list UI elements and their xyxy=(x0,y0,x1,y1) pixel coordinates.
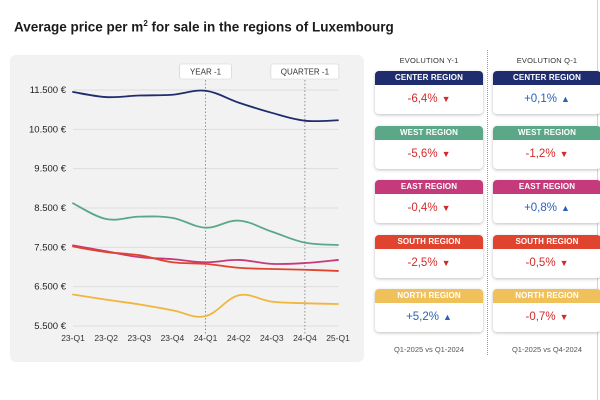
chart-title: Average price per m2 for sale in the reg… xyxy=(14,19,394,35)
region-card-value: -2,5% ▼ xyxy=(375,249,483,278)
evolution-q1-heading: EVOLUTION Q-1 xyxy=(516,56,578,65)
triangle-down-icon: ▼ xyxy=(559,312,569,322)
y-tick-label: 7.500 € xyxy=(34,242,66,253)
region-card-header: NORTH REGION xyxy=(493,289,600,303)
x-tick-label: 23-Q4 xyxy=(161,333,185,343)
annotation-box xyxy=(270,63,340,80)
region-card: SOUTH REGION -0,5% ▼ xyxy=(493,234,600,278)
change-percent: -0,5% xyxy=(525,256,556,269)
x-tick-label: 24-Q1 xyxy=(194,333,218,343)
region-card-value: -5,6% ▼ xyxy=(375,140,483,169)
series-line-3 xyxy=(72,245,339,272)
x-tick-label: 24-Q4 xyxy=(293,333,317,343)
region-card-value: -1,2% ▼ xyxy=(493,140,600,169)
series-line-4 xyxy=(72,293,339,318)
x-tick-label: 25-Q1 xyxy=(326,333,350,343)
evolution-y1-heading: EVOLUTION Y-1 xyxy=(399,56,459,65)
x-tick-label: 24-Q2 xyxy=(227,333,251,343)
region-card-value: -0,4% ▼ xyxy=(375,194,483,223)
region-card-header: CENTER REGION xyxy=(493,71,600,85)
y-tick-label: 11.500 € xyxy=(30,85,67,96)
x-tick-label: 24-Q3 xyxy=(260,333,284,343)
evolution-y1-footer: Q1-2025 vs Q1-2024 xyxy=(393,345,465,354)
change-percent: +5,2% xyxy=(406,311,439,323)
region-card: SOUTH REGION -2,5% ▼ xyxy=(375,234,483,278)
region-card: EAST REGION +0,8% ▲ xyxy=(493,180,600,223)
change-percent: -1,2% xyxy=(525,147,556,160)
annotation-label: YEAR -1 xyxy=(190,68,222,77)
series-line-0 xyxy=(72,89,339,123)
region-card-header: WEST REGION xyxy=(493,125,600,140)
region-card-header: CENTER REGION xyxy=(375,71,483,85)
region-card: CENTER REGION +0,1% ▲ xyxy=(493,71,600,114)
change-percent: -0,7% xyxy=(525,311,556,323)
triangle-up-icon: ▲ xyxy=(443,312,452,322)
triangle-down-icon: ▼ xyxy=(559,148,569,159)
x-tick-label: 23-Q2 xyxy=(94,333,118,343)
triangle-down-icon: ▼ xyxy=(441,94,451,104)
column-divider xyxy=(487,50,488,355)
triangle-up-icon: ▲ xyxy=(561,94,570,104)
triangle-down-icon: ▼ xyxy=(441,203,451,213)
evolution-q1-footer: Q1-2025 vs Q4-2024 xyxy=(511,345,583,354)
change-percent: -2,5% xyxy=(407,256,438,269)
triangle-down-icon: ▼ xyxy=(441,257,451,268)
triangle-down-icon: ▼ xyxy=(441,148,451,159)
region-card: NORTH REGION +5,2% ▲ xyxy=(375,289,483,332)
region-card-value: +0,8% ▲ xyxy=(493,194,600,223)
region-card-value: +0,1% ▲ xyxy=(493,85,600,114)
region-card-header: EAST REGION xyxy=(375,180,483,194)
change-percent: -5,6% xyxy=(407,147,438,160)
triangle-up-icon: ▲ xyxy=(561,203,570,213)
y-tick-label: 5.500 € xyxy=(34,321,66,332)
chart-panel xyxy=(10,55,364,362)
line-chart: 11.500 € 10.500 € 9.500 € 8.500 € 7.500 € 6.5… xyxy=(29,63,350,343)
region-card-header: NORTH REGION xyxy=(375,289,483,303)
region-card-header: SOUTH REGION xyxy=(493,234,600,249)
change-percent: -6,4% xyxy=(407,93,438,105)
annotation-box xyxy=(179,63,232,80)
region-card: CENTER REGION -6,4% ▼ xyxy=(375,71,483,114)
region-card-value: +5,2% ▲ xyxy=(375,303,483,332)
y-tick-label: 9.500 € xyxy=(34,164,66,175)
region-card: WEST REGION -1,2% ▼ xyxy=(493,125,600,169)
y-tick-label: 10.500 € xyxy=(29,124,67,135)
region-card-header: WEST REGION xyxy=(375,125,483,140)
region-card-value: -0,5% ▼ xyxy=(493,249,600,278)
region-card-header: SOUTH REGION xyxy=(375,234,483,249)
region-card-header: EAST REGION xyxy=(493,180,600,194)
y-tick-label: 8.500 € xyxy=(34,203,66,214)
series-line-1 xyxy=(72,202,339,246)
region-card: EAST REGION -0,4% ▼ xyxy=(375,180,483,223)
region-card-value: -6,4% ▼ xyxy=(375,85,483,114)
change-percent: -0,4% xyxy=(407,202,438,214)
change-percent: +0,8% xyxy=(524,202,557,214)
region-card-value: -0,7% ▼ xyxy=(493,303,600,332)
triangle-down-icon: ▼ xyxy=(559,257,569,268)
change-percent: +0,1% xyxy=(524,93,557,105)
x-tick-label: 23-Q3 xyxy=(127,333,151,343)
x-tick-label: 23-Q1 xyxy=(61,333,85,343)
region-card: NORTH REGION -0,7% ▼ xyxy=(493,289,600,332)
annotation-label: QUARTER -1 xyxy=(281,68,330,77)
y-tick-label: 6.500 € xyxy=(34,282,66,293)
region-card: WEST REGION -5,6% ▼ xyxy=(375,125,483,169)
